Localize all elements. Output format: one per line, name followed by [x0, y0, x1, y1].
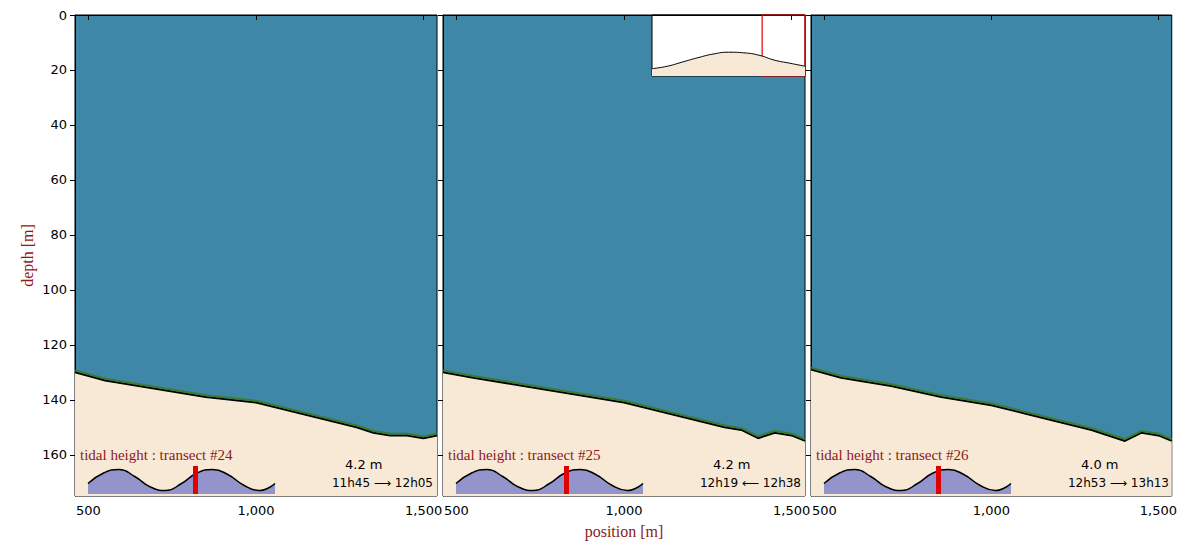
svg-text:1,500: 1,500 — [405, 503, 442, 518]
svg-text:1,500: 1,500 — [1140, 503, 1177, 518]
svg-text:0: 0 — [59, 8, 67, 23]
svg-text:12h53 ⟶ 13h13: 12h53 ⟶ 13h13 — [1068, 476, 1169, 490]
svg-text:500: 500 — [444, 503, 469, 518]
svg-text:1,500: 1,500 — [773, 503, 810, 518]
svg-text:80: 80 — [50, 227, 67, 242]
svg-text:tidal height : transect #25: tidal height : transect #25 — [448, 447, 600, 463]
svg-text:position [m]: position [m] — [585, 523, 664, 541]
svg-text:1,000: 1,000 — [237, 503, 274, 518]
svg-text:tidal height : transect #24: tidal height : transect #24 — [80, 447, 233, 463]
svg-text:500: 500 — [812, 503, 837, 518]
svg-text:tidal height : transect #26: tidal height : transect #26 — [816, 447, 969, 463]
svg-text:40: 40 — [50, 117, 67, 132]
svg-text:140: 140 — [42, 392, 67, 407]
svg-text:1,000: 1,000 — [973, 503, 1010, 518]
svg-text:160: 160 — [42, 447, 67, 462]
svg-text:500: 500 — [76, 503, 101, 518]
svg-text:20: 20 — [50, 62, 67, 77]
svg-text:120: 120 — [42, 337, 67, 352]
svg-text:100: 100 — [42, 282, 67, 297]
svg-text:60: 60 — [50, 172, 67, 187]
svg-text:4.2 m: 4.2 m — [713, 457, 750, 472]
svg-text:12h19 ⟵ 12h38: 12h19 ⟵ 12h38 — [700, 476, 801, 490]
svg-text:depth [m]: depth [m] — [19, 224, 37, 287]
svg-text:1,000: 1,000 — [605, 503, 642, 518]
svg-text:11h45 ⟶ 12h05: 11h45 ⟶ 12h05 — [332, 476, 433, 490]
svg-text:4.2 m: 4.2 m — [345, 457, 382, 472]
svg-text:4.0 m: 4.0 m — [1081, 457, 1118, 472]
